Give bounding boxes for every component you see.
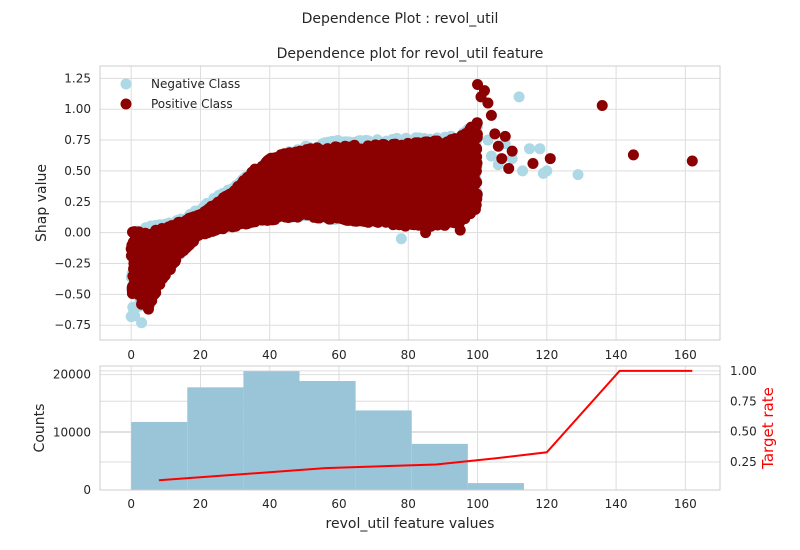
scatter-title: Dependence plot for revol_util feature <box>277 46 544 62</box>
scatter-series-positive <box>125 117 483 311</box>
scatter-panel: Dependence plot for revol_util feature 0… <box>34 46 721 362</box>
figure-suptitle: Dependence Plot : revol_util <box>302 11 499 27</box>
scatter-point-cloud <box>125 117 483 322</box>
